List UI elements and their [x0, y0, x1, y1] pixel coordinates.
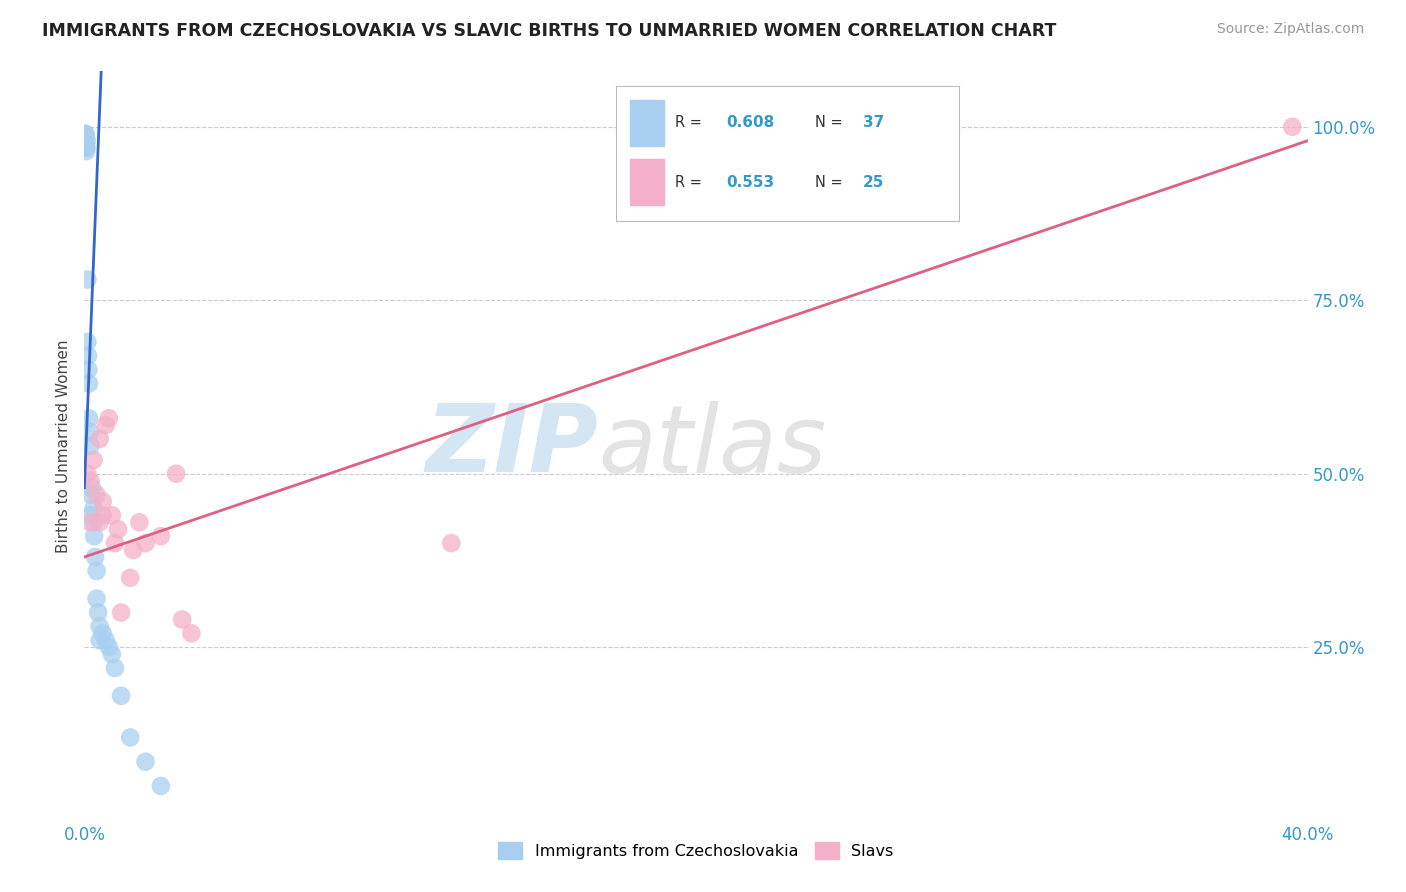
Point [76, 134, 98, 148]
Point [83, 501, 105, 516]
Point [91, 494, 114, 508]
Point [83, 516, 105, 530]
Y-axis label: Births to Unmarried Women: Births to Unmarried Women [56, 339, 72, 553]
Point [76, 141, 98, 155]
Point [86, 564, 108, 578]
Point [110, 689, 132, 703]
Point [89, 633, 111, 648]
Point [1281, 120, 1303, 134]
Point [104, 536, 127, 550]
Text: Source: ZipAtlas.com: Source: ZipAtlas.com [1216, 22, 1364, 37]
Point [135, 536, 157, 550]
Point [79, 516, 101, 530]
Point [94, 418, 117, 433]
Text: ZIP: ZIP [425, 400, 598, 492]
Point [75, 141, 97, 155]
Point [101, 508, 124, 523]
Point [77, 376, 100, 391]
Point [84, 549, 107, 564]
Point [104, 661, 127, 675]
Point [120, 571, 142, 585]
Point [80, 481, 103, 495]
Point [128, 516, 150, 530]
Point [86, 487, 108, 501]
Point [83, 529, 105, 543]
Point [110, 606, 132, 620]
Text: atlas: atlas [598, 401, 827, 491]
Point [101, 647, 124, 661]
Point [76, 334, 98, 349]
Point [75, 144, 97, 158]
Point [77, 411, 100, 425]
Point [149, 529, 172, 543]
Point [91, 508, 114, 523]
Point [91, 626, 114, 640]
Point [76, 467, 98, 481]
Point [86, 591, 108, 606]
Point [94, 633, 117, 648]
Point [107, 522, 129, 536]
Point [120, 731, 142, 745]
Point [73, 127, 96, 141]
Point [79, 425, 101, 439]
Point [79, 474, 101, 488]
Point [97, 640, 120, 655]
Point [77, 349, 100, 363]
Point [122, 543, 145, 558]
Point [172, 612, 194, 626]
Point [75, 127, 97, 141]
Point [75, 137, 97, 152]
Point [75, 130, 97, 145]
Point [89, 619, 111, 633]
Point [76, 272, 98, 286]
Point [79, 439, 101, 453]
Point [149, 779, 172, 793]
Legend: Immigrants from Czechoslovakia, Slavs: Immigrants from Czechoslovakia, Slavs [492, 836, 900, 865]
Point [440, 536, 463, 550]
Point [83, 453, 105, 467]
Point [89, 516, 111, 530]
Point [165, 467, 187, 481]
Point [89, 432, 111, 446]
Point [97, 411, 120, 425]
Point [80, 508, 103, 523]
Point [79, 487, 101, 501]
Point [87, 606, 110, 620]
Point [135, 755, 157, 769]
Point [77, 362, 100, 376]
Point [180, 626, 202, 640]
Text: IMMIGRANTS FROM CZECHOSLOVAKIA VS SLAVIC BIRTHS TO UNMARRIED WOMEN CORRELATION C: IMMIGRANTS FROM CZECHOSLOVAKIA VS SLAVIC… [42, 22, 1056, 40]
